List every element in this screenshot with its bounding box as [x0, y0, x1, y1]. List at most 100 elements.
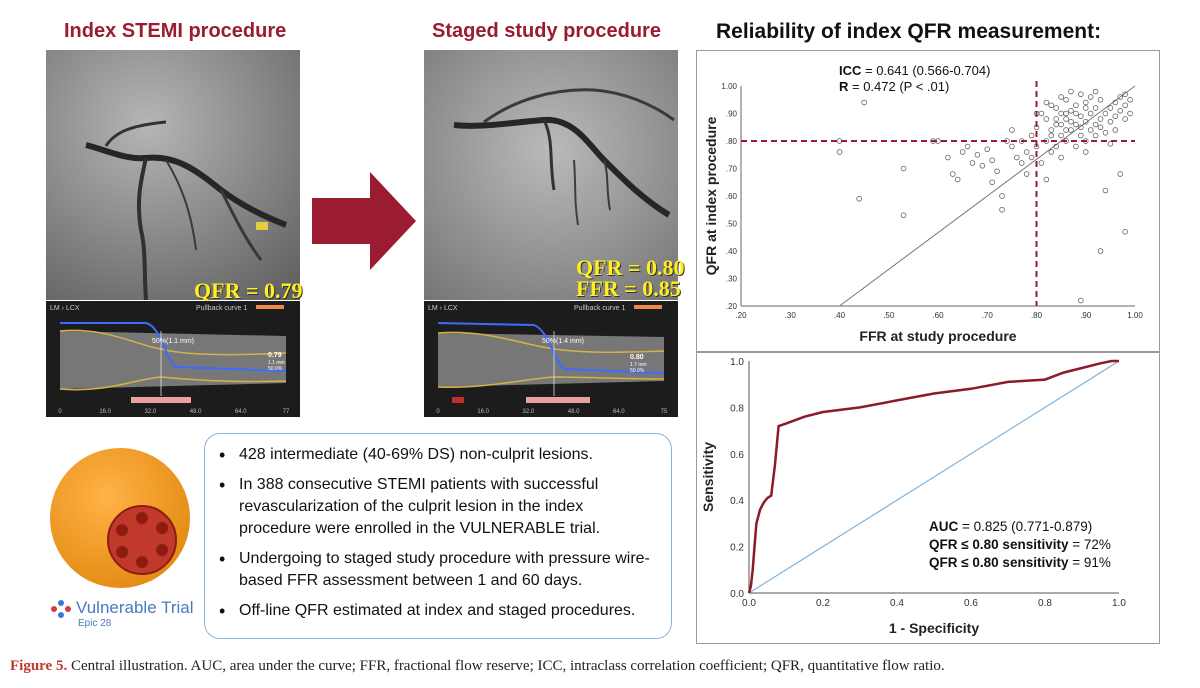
- scatter-point: [1127, 110, 1133, 117]
- scatter-point: [1122, 229, 1128, 235]
- index-pullback-header: LM › LCX: [50, 305, 80, 312]
- scatter-point: [1058, 154, 1064, 161]
- scatter-point: [1053, 121, 1059, 128]
- scatter-point: [1043, 176, 1050, 183]
- vulnerable-plaque-logo: [50, 448, 190, 588]
- scatter-point: [1043, 116, 1050, 122]
- staged-pullback-x-tick: 64.0: [613, 409, 625, 415]
- roc-chart-panel: 0.0 0.2 0.4 0.6 0.8 1.0 0.0 0.2 0.4 0.6 0.8 1.0 AUC …: [696, 352, 1160, 644]
- scatter-point: [1078, 132, 1084, 139]
- scatter-point: [959, 149, 966, 155]
- scatter-stat-label: ICC: [839, 63, 862, 78]
- scatter-x-tick-label: 1.00: [1127, 311, 1143, 320]
- staged-pullback-header: LM › LCX: [428, 305, 458, 312]
- scatter-point: [1122, 116, 1128, 122]
- scatter-point: [1078, 124, 1084, 130]
- finding-item-4: Off-line QFR estimated at index and stag…: [213, 600, 659, 622]
- roc-stat-value: = 72%: [1068, 537, 1110, 552]
- roc-x-tick-label: 1.0: [1112, 598, 1126, 609]
- index-pullback-x-tick: 0: [58, 409, 62, 415]
- scatter-point: [994, 168, 1000, 174]
- scatter-point: [1063, 96, 1069, 103]
- staged-pullback-x-tick: 32.0: [523, 409, 535, 415]
- scatter-point: [969, 160, 976, 166]
- scatter-point: [1083, 105, 1089, 111]
- roc-x-tick-label: 0.4: [890, 598, 904, 609]
- scatter-point: [1063, 116, 1069, 122]
- index-panel-title: Index STEMI procedure: [64, 20, 287, 42]
- scatter-point: [900, 212, 907, 219]
- scatter-point: [1048, 127, 1055, 133]
- scatter-point: [1083, 99, 1089, 106]
- roc-y-tick-label: 0.0: [730, 589, 744, 600]
- scatter-y-tick-label: .90: [726, 110, 738, 119]
- staged-pullback-stenosis: 50%(1.4 mm): [542, 338, 584, 345]
- scatter-y-tick-label: .50: [726, 220, 738, 229]
- scatter-point: [1009, 143, 1015, 150]
- scatter-x-tick-label: .40: [834, 311, 846, 320]
- roc-stat-line: QFR ≤ 0.80 sensitivity = 72%: [929, 537, 1111, 552]
- scatter-y-tick-label: .60: [726, 192, 738, 201]
- scatter-point: [1068, 118, 1074, 125]
- scatter-point: [1092, 132, 1099, 139]
- scatter-point: [1078, 91, 1084, 97]
- scatter-point: [1087, 110, 1094, 117]
- scatter-point: [1092, 121, 1099, 128]
- scatter-point: [1102, 129, 1109, 136]
- scatter-point: [1048, 102, 1055, 108]
- scatter-x-tick-label: .80: [1031, 311, 1043, 320]
- staged-pullback-x-tick: 75: [661, 409, 668, 415]
- roc-stat-line: QFR ≤ 0.80 sensitivity = 91%: [929, 555, 1111, 570]
- scatter-point: [1102, 187, 1109, 194]
- scatter-point: [1028, 132, 1035, 139]
- scatter-y-axis-label: QFR at index procedure: [703, 116, 719, 275]
- roc-y-tick-label: 0.4: [730, 496, 744, 507]
- staged-angiogram-drawing: [424, 50, 678, 300]
- scatter-point: [1053, 143, 1059, 150]
- scatter-point: [1023, 149, 1030, 155]
- scatter-point: [1038, 160, 1045, 166]
- scatter-point: [1073, 110, 1079, 117]
- scatter-point: [1083, 118, 1089, 125]
- staged-qfr-label: QFR = 0.80: [576, 255, 685, 280]
- scatter-point: [1122, 102, 1128, 108]
- trial-logo-sub: Epic 28: [78, 618, 112, 629]
- scatter-x-tick-label: .20: [735, 311, 747, 320]
- roc-stat-label: QFR ≤ 0.80 sensitivity: [929, 555, 1069, 570]
- roc-reference-diagonal: [748, 360, 1120, 594]
- scatter-point: [1107, 105, 1114, 111]
- roc-x-axis-label: 1 - Specificity: [889, 620, 979, 636]
- scatter-point: [1122, 91, 1128, 97]
- finding-item-3: Undergoing to staged study procedure wit…: [213, 548, 659, 592]
- scatter-point: [1073, 143, 1079, 150]
- roc-stat-label: QFR ≤ 0.80 sensitivity: [929, 537, 1069, 552]
- scatter-point: [1073, 102, 1079, 108]
- index-pullback-readout-1: 1.1 mm: [268, 360, 285, 366]
- index-pullback-x-tick: 16.0: [99, 409, 111, 415]
- roc-x-tick-label: 0.8: [1038, 598, 1052, 609]
- staged-pullback-drawing: LM › LCX Pullback curve 1 50%(1.4 mm) 0.…: [428, 305, 668, 415]
- figure-caption-label: Figure 5.: [10, 658, 68, 674]
- staged-pullback-x-tick: 0: [436, 409, 440, 415]
- scatter-point: [1058, 132, 1064, 139]
- index-angiogram-drawing: [46, 50, 300, 300]
- scatter-point: [1038, 110, 1045, 117]
- scatter-x-tick-label: .70: [982, 311, 994, 320]
- scatter-point: [1112, 113, 1119, 119]
- scatter-point: [1092, 105, 1099, 111]
- roc-y-tick-label: 0.2: [730, 543, 744, 554]
- scatter-y-tick-label: .20: [726, 302, 738, 311]
- index-pullback-x-tick: 64.0: [235, 409, 247, 415]
- scatter-point: [1053, 105, 1059, 111]
- scatter-point: [1068, 88, 1074, 95]
- scatter-point: [1117, 107, 1123, 114]
- scatter-point: [1107, 140, 1114, 147]
- scatter-point: [1092, 88, 1099, 95]
- scatter-point: [1048, 149, 1055, 155]
- roc-y-tick-label: 0.8: [730, 403, 744, 414]
- scatter-point: [1097, 248, 1104, 254]
- scatter-point: [1117, 94, 1123, 100]
- scatter-point: [989, 179, 995, 186]
- scatter-point: [1023, 171, 1030, 177]
- index-pullback-legend: Pullback curve 1: [196, 305, 247, 312]
